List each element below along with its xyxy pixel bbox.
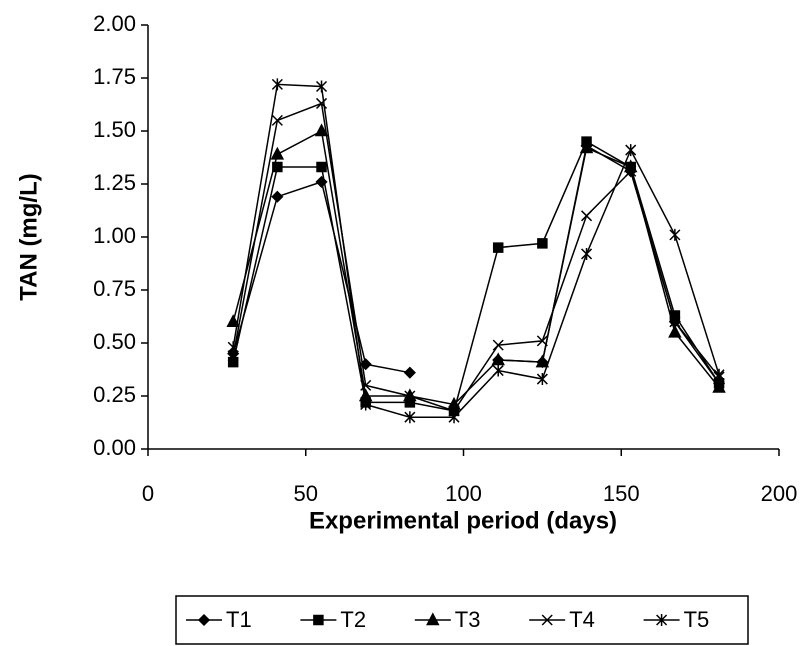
marker <box>271 190 284 203</box>
marker <box>226 314 240 328</box>
y-tick-label: 1.25 <box>93 170 136 195</box>
marker <box>625 144 637 157</box>
marker <box>492 339 504 351</box>
series-line <box>232 129 720 406</box>
marker <box>360 379 372 391</box>
marker <box>541 614 553 626</box>
y-tick-label: 1.50 <box>93 117 136 142</box>
marker <box>359 358 372 371</box>
series-line <box>232 144 720 384</box>
marker <box>426 612 440 626</box>
marker <box>360 398 372 411</box>
marker <box>315 80 328 93</box>
marker <box>314 123 329 137</box>
y-tick-label: 0.00 <box>93 435 136 460</box>
marker <box>579 140 594 154</box>
marker <box>404 411 416 424</box>
marker <box>313 614 324 626</box>
x-tick-label: 100 <box>445 481 482 506</box>
marker <box>271 114 283 126</box>
legend-label: T1 <box>226 607 252 632</box>
marker <box>581 210 593 222</box>
marker <box>227 350 239 362</box>
legend-label: T4 <box>569 607 595 632</box>
marker <box>315 97 328 109</box>
x-tick-label: 150 <box>603 481 640 506</box>
marker <box>536 373 548 386</box>
marker <box>492 242 504 253</box>
x-axis-title: Experimental period (days) <box>309 507 617 534</box>
x-tick-label: 0 <box>142 481 154 506</box>
marker <box>270 146 285 160</box>
marker <box>271 78 283 91</box>
marker <box>535 354 550 368</box>
y-tick-label: 0.75 <box>93 276 136 301</box>
y-tick-label: 0.50 <box>93 329 136 354</box>
marker <box>404 390 416 402</box>
marker <box>669 316 681 328</box>
marker <box>581 247 593 260</box>
marker <box>227 341 239 354</box>
y-tick-label: 0.25 <box>93 382 136 407</box>
x-tick-label: 200 <box>761 481 798 506</box>
y-tick-label: 2.00 <box>93 11 136 36</box>
y-tick-label: 1.75 <box>93 64 136 89</box>
marker <box>491 352 505 366</box>
y-axis-title: TAN (mg/L) <box>15 173 42 301</box>
marker <box>492 364 504 377</box>
marker <box>447 396 461 410</box>
marker <box>403 366 416 379</box>
series-line <box>232 83 720 418</box>
x-tick-label: 50 <box>294 481 318 506</box>
legend-label: T3 <box>455 607 481 632</box>
marker <box>537 238 548 249</box>
marker <box>625 165 637 177</box>
marker <box>656 614 668 626</box>
marker <box>272 161 283 173</box>
marker <box>712 379 726 393</box>
marker <box>448 411 460 424</box>
marker <box>316 161 327 173</box>
series-line <box>232 102 720 412</box>
legend-label: T5 <box>684 607 710 632</box>
y-tick-label: 1.00 <box>93 223 136 248</box>
marker <box>669 228 681 241</box>
marker <box>668 324 682 338</box>
marker <box>315 175 328 188</box>
marker <box>197 613 211 627</box>
legend-label: T2 <box>340 607 366 632</box>
series-line <box>232 140 720 412</box>
marker <box>713 368 725 381</box>
marker <box>536 335 548 347</box>
